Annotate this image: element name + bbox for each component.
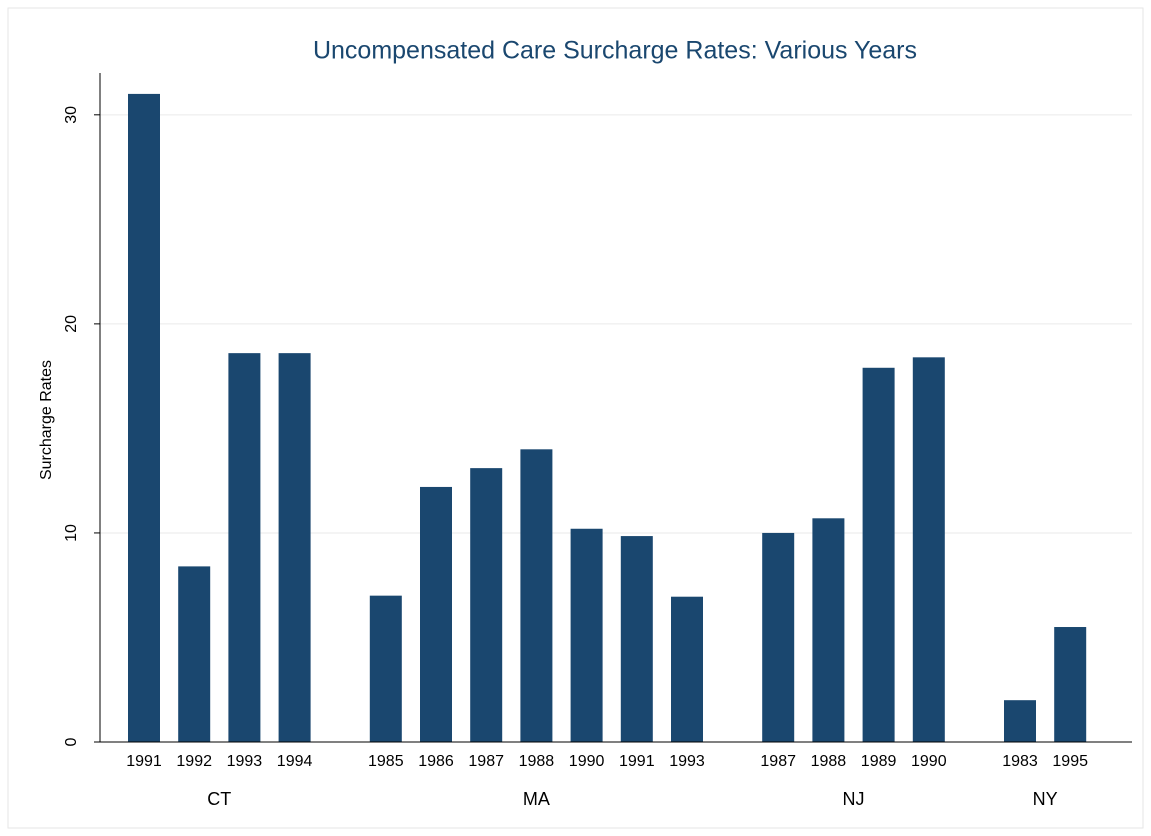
y-tick-label: 0 <box>63 737 80 746</box>
bar <box>812 518 845 742</box>
x-tick-label: 1986 <box>418 753 454 770</box>
bar <box>128 93 160 742</box>
x-tick-label: 1995 <box>1052 753 1088 770</box>
bar <box>570 528 603 742</box>
bar <box>862 367 895 742</box>
x-tick-label: 1991 <box>619 753 655 770</box>
group-label: MA <box>523 789 550 809</box>
bar <box>762 532 795 742</box>
x-tick-label: 1993 <box>227 753 263 770</box>
x-tick-label: 1987 <box>760 753 796 770</box>
x-tick-label: 1983 <box>1002 753 1038 770</box>
bar <box>369 595 402 742</box>
x-tick-label: 1994 <box>277 753 313 770</box>
x-tick-label: 1992 <box>176 753 212 770</box>
x-tick-label: 1987 <box>468 753 504 770</box>
x-tick-label: 1993 <box>669 753 705 770</box>
y-tick-label: 10 <box>63 524 80 542</box>
x-tick-label: 1990 <box>911 753 947 770</box>
chart-title: Uncompensated Care Surcharge Rates: Vari… <box>313 37 917 65</box>
y-tick-label: 30 <box>63 106 80 124</box>
bar <box>178 566 211 742</box>
group-label: NJ <box>843 789 865 809</box>
bar <box>520 449 553 742</box>
x-tick-label: 1989 <box>861 753 897 770</box>
bar <box>671 596 703 742</box>
bar <box>420 486 452 742</box>
y-axis-title: Surcharge Rates <box>38 360 55 480</box>
bar <box>278 353 311 742</box>
bar <box>470 468 503 742</box>
group-label: NY <box>1033 789 1058 809</box>
group-label: CT <box>207 789 231 809</box>
x-tick-label: 1990 <box>569 753 605 770</box>
x-tick-label: 1988 <box>811 753 847 770</box>
x-tick-label: 1988 <box>519 753 555 770</box>
bar <box>228 353 261 742</box>
x-tick-label: 1991 <box>126 753 162 770</box>
bar <box>1054 627 1087 742</box>
y-tick-label: 20 <box>63 315 80 333</box>
bar <box>1004 700 1036 742</box>
bar <box>912 357 945 742</box>
bar <box>620 536 653 742</box>
x-tick-label: 1985 <box>368 753 404 770</box>
